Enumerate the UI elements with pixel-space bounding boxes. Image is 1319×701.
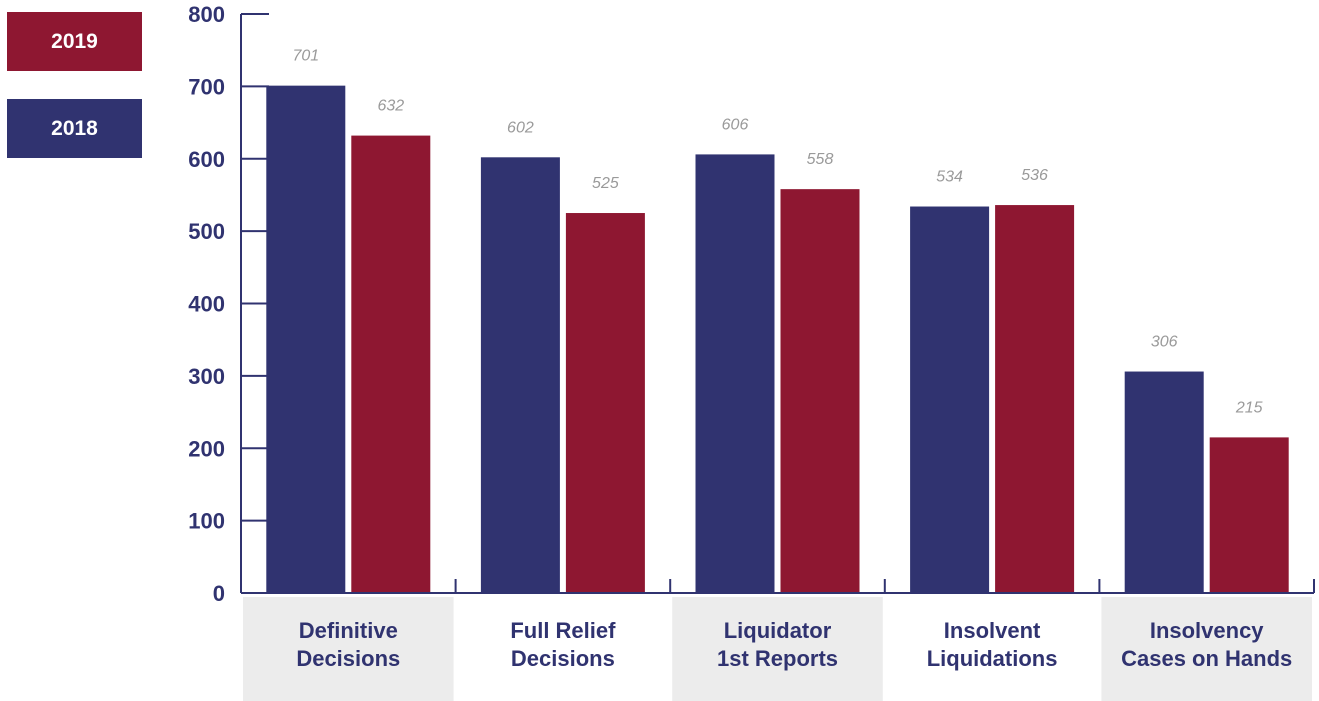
category-label-background (672, 597, 883, 701)
category-label-background (1101, 597, 1312, 701)
bar-2018-2 (695, 154, 775, 593)
category-label-line: Insolvency (1150, 618, 1264, 643)
category-label-line: Definitive (299, 618, 398, 643)
data-label-2019-3: 536 (1021, 167, 1048, 184)
data-label-2018-3: 534 (936, 169, 963, 186)
category-label-line: Liquidations (927, 646, 1058, 671)
y-tick-label-200: 200 (188, 436, 225, 461)
category-label-line: Insolvent (944, 618, 1041, 643)
y-tick-label-700: 700 (188, 74, 225, 99)
bar-2019-0 (351, 135, 431, 593)
category-label-4: Insolvency Cases on Hands (1121, 618, 1292, 671)
bar-2018-1 (480, 157, 560, 594)
category-label-line: Decisions (511, 646, 615, 671)
y-tick-label-600: 600 (188, 147, 225, 172)
bar-2018-3 (910, 206, 990, 593)
data-label-2019-0: 632 (377, 98, 404, 115)
category-label-3: Insolvent Liquidations (927, 618, 1058, 671)
category-label-line: Liquidator (724, 618, 832, 643)
bar-2019-2 (780, 189, 860, 593)
category-label-1: Full Relief Decisions (510, 618, 616, 671)
category-label-line: Cases on Hands (1121, 646, 1292, 671)
data-label-2018-0: 701 (292, 48, 319, 65)
legend-label-2018: 2018 (51, 116, 98, 140)
legend-2019: 2019 (7, 12, 142, 71)
category-label-line: 1st Reports (717, 646, 838, 671)
bar-2019-4 (1209, 437, 1289, 593)
data-label-2019-1: 525 (592, 175, 619, 192)
y-tick-label-800: 800 (188, 2, 225, 27)
data-label-2018-2: 606 (722, 116, 749, 133)
y-tick-label-400: 400 (188, 292, 225, 317)
y-tick-label-100: 100 (188, 509, 225, 534)
data-label-2018-1: 602 (507, 119, 534, 136)
y-tick-label-0: 0 (213, 581, 225, 606)
data-label-2019-2: 558 (807, 151, 834, 168)
legend-2018: 2018 (7, 99, 142, 158)
category-label-2: Liquidator 1st Reports (717, 618, 838, 671)
bar-2019-1 (565, 213, 645, 593)
category-label-background (243, 597, 454, 701)
category-label-line: Full Relief (510, 618, 616, 643)
legend-label-2019: 2019 (51, 29, 98, 53)
y-tick-label-300: 300 (188, 364, 225, 389)
category-label-0: Definitive Decisions (296, 618, 400, 671)
data-label-2018-4: 306 (1151, 334, 1178, 351)
category-label-line: Decisions (296, 646, 400, 671)
bar-2018-0 (266, 85, 346, 594)
bar-2018-4 (1124, 371, 1204, 593)
y-tick-label-500: 500 (188, 219, 225, 244)
bar-2019-3 (995, 205, 1075, 593)
data-label-2019-4: 215 (1235, 399, 1263, 416)
